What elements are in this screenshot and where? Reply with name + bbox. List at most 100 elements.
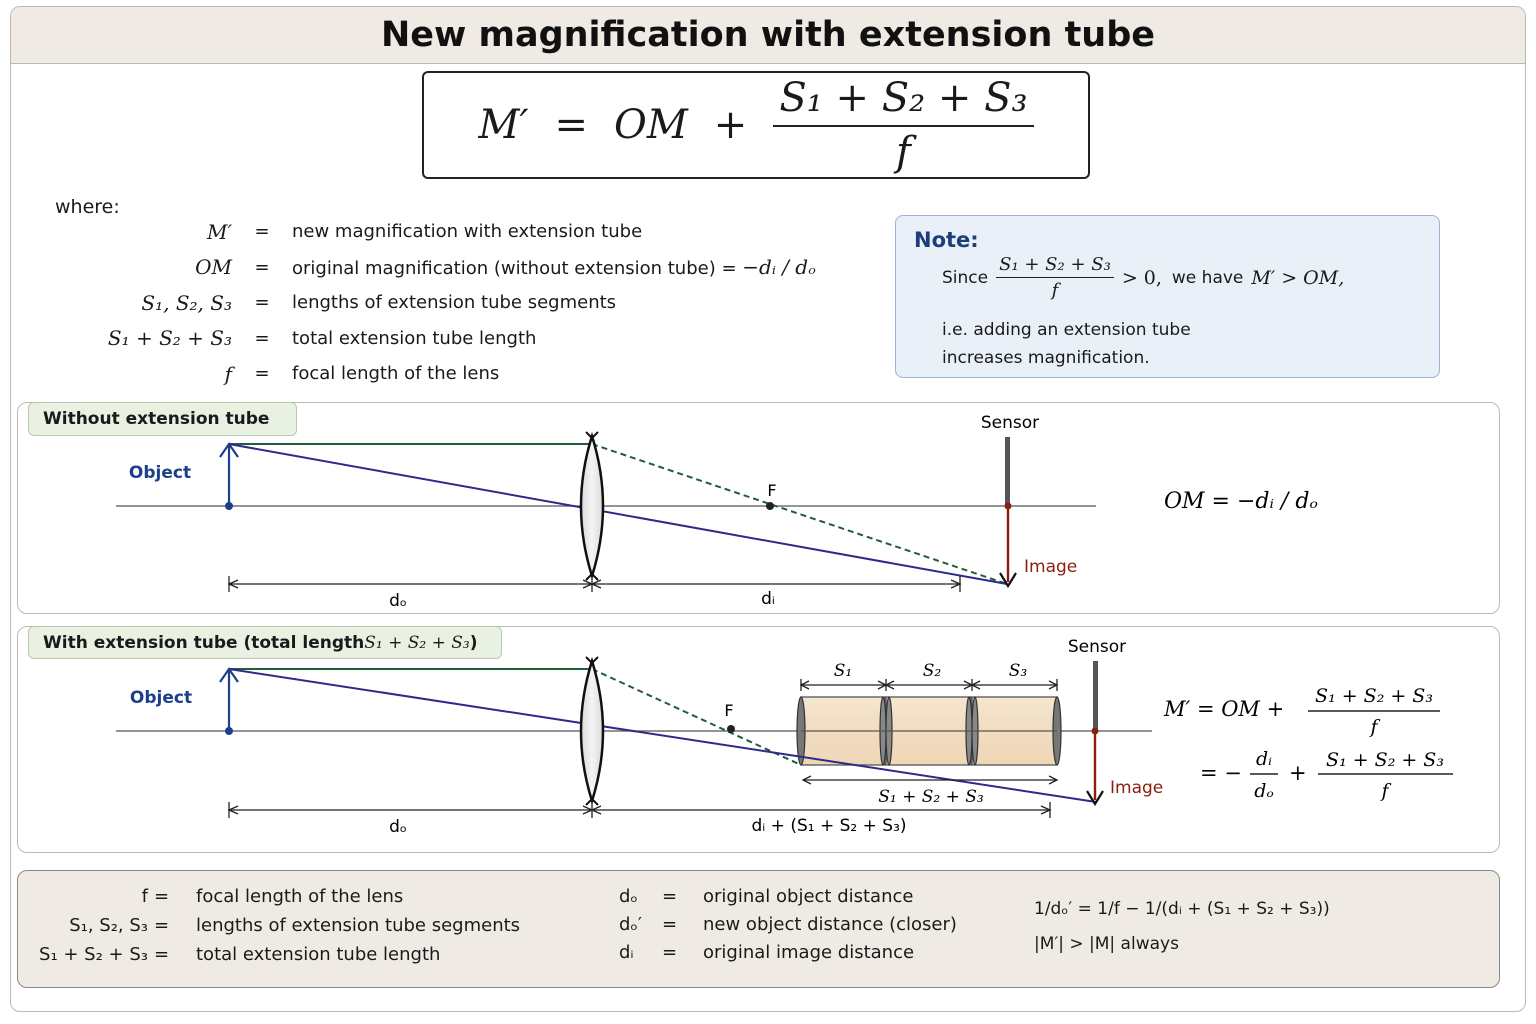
eq-numerator: S₁ + S₂ + S₃ — [773, 75, 1034, 127]
eq-term-om: OM — [614, 102, 688, 148]
note-gt-zero: > 0, — [1121, 266, 1162, 289]
legend-magnification-note: |M′| > |M| always — [1034, 934, 1179, 954]
def-symbol: OM — [195, 255, 232, 280]
object-base — [225, 727, 233, 735]
legend-sym: S₁ + S₂ + S₃ — [39, 944, 148, 965]
eq-fraction: S₁ + S₂ + S₃ f — [773, 75, 1034, 175]
sensor — [1093, 661, 1098, 731]
total-length-label: S₁ + S₂ + S₃ — [878, 787, 984, 807]
note-inequality: M′ > OM, — [1251, 266, 1345, 289]
om-formula: OM = −dᵢ / dₒ — [1164, 489, 1318, 514]
def-text: new magnification with extension tube — [292, 221, 643, 243]
legend-text: original image distance — [703, 942, 915, 963]
eq-equals: = — [554, 102, 589, 148]
s1-label: S₁ — [834, 661, 852, 681]
title-bar: New magnification with extension tube — [11, 7, 1525, 64]
panel-tag-without-tube: Without extension tube — [28, 402, 297, 436]
legend-eq: = — [662, 886, 678, 907]
note-frac-den: f — [1051, 280, 1059, 301]
lens — [579, 656, 605, 806]
focal-point — [727, 725, 735, 733]
eq-plus: + — [713, 102, 748, 148]
mprime-formula-lhs: M′ = OM + — [1163, 697, 1284, 721]
def-text: lengths of extension tube segments — [292, 292, 617, 314]
chief-ray — [228, 443, 1008, 585]
main-equation-box: M′ = OM + S₁ + S₂ + S₃ f — [422, 71, 1090, 179]
eq-lhs: M′ — [478, 102, 529, 148]
formula-line2-eq: = − — [1200, 761, 1242, 785]
legend-sym: dᵢ — [619, 942, 634, 963]
tag-suffix: ) — [469, 632, 478, 653]
image-arrowhead — [999, 572, 1017, 589]
image-base — [1004, 502, 1012, 510]
def-text-main: original magnification (without extensio… — [292, 258, 743, 280]
def-eq: = — [254, 292, 270, 314]
legend-sym: dₒ — [619, 886, 638, 907]
tag-math: S₁ + S₂ + S₃ — [364, 632, 470, 653]
def-eq: = — [254, 221, 270, 243]
eq-denominator: f — [896, 129, 911, 175]
object-label: Object — [130, 688, 192, 708]
di-label: dᵢ — [761, 589, 775, 609]
panel-without-tube — [17, 402, 1500, 614]
legend-eq: = — [662, 914, 678, 935]
refracted-ray — [591, 443, 1008, 585]
legend-text: new object distance (closer) — [703, 914, 957, 935]
distance-arrows — [227, 805, 1052, 815]
di-total-label: dᵢ + (S₁ + S₂ + S₃) — [751, 816, 906, 836]
refracted-ray — [591, 668, 802, 766]
diagram-with-tube: Object F Sensor Image S₁ S₂ — [116, 637, 1453, 837]
lens — [579, 431, 605, 581]
s3-label: S₃ — [1009, 661, 1028, 681]
note-inequality-line: Since S₁ + S₂ + S₃ f > 0, we have M′ > O… — [942, 254, 1344, 301]
tag-prefix: With extension tube (total length — [43, 632, 365, 653]
diagram-frame: New magnification with extension tube — [10, 6, 1526, 1012]
do-label: dₒ — [389, 591, 407, 611]
sensor-label: Sensor — [981, 413, 1039, 433]
note-line-2: i.e. adding an extension tube — [942, 320, 1191, 340]
diagram-without-tube: Object F Sensor Image dₒ dᵢ OM = −dᵢ / d… — [116, 413, 1318, 611]
panel-with-tube — [17, 626, 1500, 853]
sensor-label: Sensor — [1068, 637, 1126, 657]
legend-eq: = — [154, 944, 170, 965]
note-we-have: we have — [1171, 267, 1244, 288]
s2-label: S₂ — [923, 661, 942, 681]
object-base — [225, 502, 233, 510]
formula-frac2-num: dᵢ — [1256, 748, 1272, 770]
formula-frac1-den: f — [1368, 716, 1380, 738]
formula-frac1-num: S₁ + S₂ + S₃ — [1315, 685, 1433, 707]
def-symbol: S₁ + S₂ + S₃ — [107, 326, 232, 351]
focal-point — [766, 502, 774, 510]
segment-arrows — [799, 680, 1059, 690]
def-symbol: f — [224, 361, 232, 386]
legend-text: total extension tube length — [196, 944, 441, 965]
note-box: Note: Since S₁ + S₂ + S₃ f > 0, we have … — [895, 215, 1440, 378]
legend-text: lengths of extension tube segments — [196, 915, 521, 936]
formula-frac2-den: dₒ — [1254, 780, 1273, 802]
where-label: where: — [55, 196, 120, 218]
legend-eq: = — [662, 942, 678, 963]
def-text: focal length of the lens — [292, 363, 500, 385]
panel-tag-with-tube: With extension tube (total length S₁ + S… — [28, 626, 502, 659]
focal-label: F — [767, 481, 776, 500]
legend-text: original object distance — [703, 886, 914, 907]
def-symbol: M′ — [206, 219, 232, 244]
formula-frac3-num: S₁ + S₂ + S₃ — [1326, 749, 1444, 771]
note-fraction: S₁ + S₂ + S₃ f — [996, 254, 1114, 301]
image-label: Image — [1110, 778, 1163, 798]
legend-sym: f — [141, 886, 148, 907]
legend-eq: = — [154, 915, 170, 936]
definitions-list: M′ = new magnification with extension tu… — [80, 214, 816, 392]
object-label: Object — [129, 463, 191, 483]
sensor — [1005, 437, 1010, 507]
lens-caps — [585, 431, 599, 581]
total-dim-arrows — [801, 775, 1059, 785]
formula-frac3-den: f — [1379, 780, 1391, 802]
dim-arrows — [227, 579, 962, 589]
note-line-3: increases magnification. — [942, 348, 1150, 368]
note-frac-num: S₁ + S₂ + S₃ — [996, 254, 1114, 278]
lens-caps — [585, 656, 599, 806]
def-eq: = — [254, 327, 270, 349]
note-since: Since — [942, 267, 989, 288]
